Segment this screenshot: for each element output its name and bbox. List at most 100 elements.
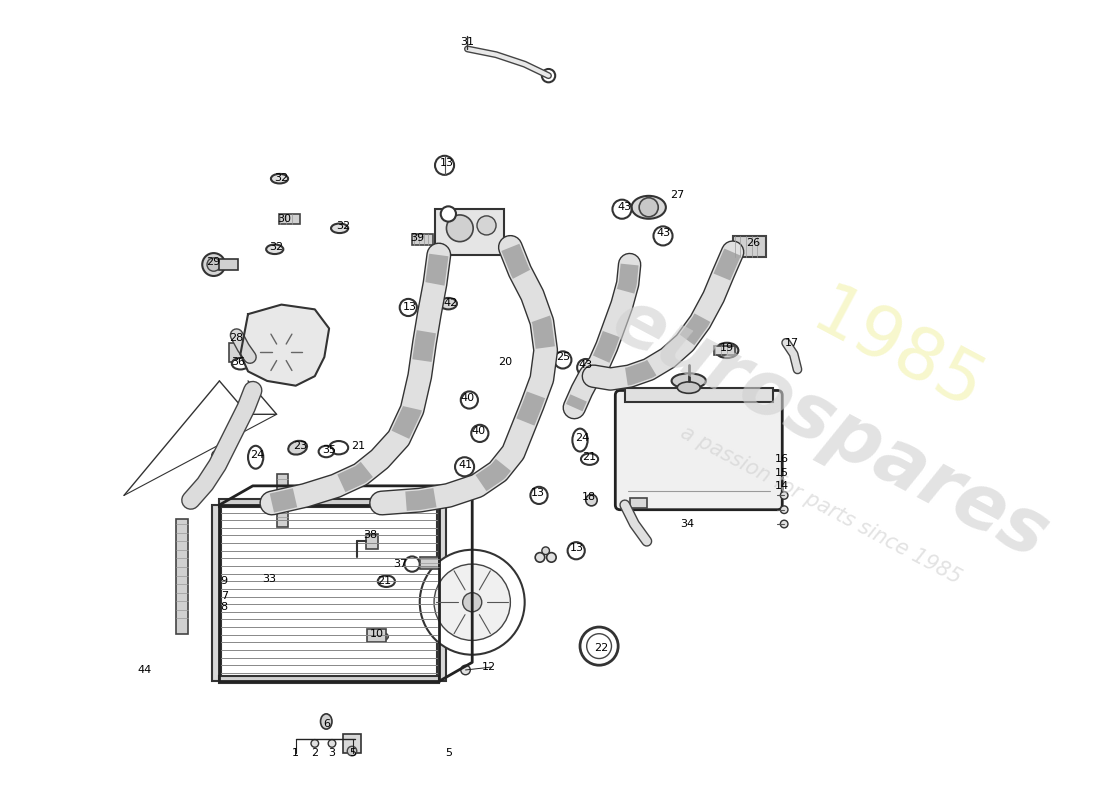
Bar (219, 676, 439, 683)
Circle shape (461, 666, 471, 674)
Text: 32: 32 (274, 173, 288, 182)
Text: 19: 19 (719, 342, 734, 353)
Text: 33: 33 (262, 574, 276, 584)
Circle shape (547, 553, 557, 562)
Ellipse shape (320, 714, 332, 729)
Text: 13: 13 (570, 543, 584, 553)
Bar (343, 734, 361, 753)
Text: 12: 12 (482, 662, 495, 672)
Bar (229, 342, 250, 362)
Text: 43: 43 (579, 360, 593, 370)
Text: 32: 32 (270, 242, 284, 252)
Circle shape (585, 494, 597, 506)
Bar (367, 629, 386, 642)
Text: 40: 40 (461, 393, 474, 403)
Bar (366, 534, 377, 549)
Text: 21: 21 (377, 576, 392, 586)
Text: 16: 16 (776, 454, 789, 464)
Circle shape (554, 351, 571, 369)
Ellipse shape (440, 298, 456, 310)
Circle shape (463, 593, 482, 612)
Circle shape (212, 464, 221, 474)
Text: 32: 32 (337, 222, 351, 231)
Text: 14: 14 (776, 481, 790, 491)
Ellipse shape (377, 575, 395, 587)
Ellipse shape (672, 374, 706, 389)
Ellipse shape (266, 245, 284, 254)
Text: 15: 15 (776, 467, 789, 478)
Circle shape (580, 627, 618, 666)
Bar (733, 236, 766, 257)
Circle shape (542, 547, 550, 554)
Circle shape (477, 216, 496, 235)
Circle shape (202, 253, 226, 276)
Text: 2: 2 (311, 748, 318, 758)
Circle shape (780, 520, 788, 528)
Ellipse shape (331, 223, 349, 233)
Text: 22: 22 (594, 643, 608, 653)
Circle shape (780, 506, 788, 514)
Text: 44: 44 (138, 665, 152, 675)
FancyBboxPatch shape (615, 390, 782, 510)
Ellipse shape (248, 446, 263, 469)
Text: 38: 38 (363, 530, 377, 541)
Text: 34: 34 (680, 519, 694, 529)
Bar (714, 346, 735, 355)
Text: 28: 28 (230, 333, 244, 343)
Ellipse shape (715, 342, 738, 358)
Circle shape (578, 359, 594, 376)
Text: 13: 13 (404, 302, 417, 313)
Circle shape (586, 634, 612, 658)
Text: 13: 13 (440, 158, 453, 169)
Polygon shape (241, 305, 329, 386)
Text: 30: 30 (277, 214, 292, 224)
Ellipse shape (329, 441, 349, 454)
Bar (219, 499, 439, 507)
Ellipse shape (581, 454, 598, 465)
Text: 37: 37 (394, 559, 408, 569)
Circle shape (536, 553, 544, 562)
Circle shape (441, 206, 456, 222)
Bar (176, 519, 188, 634)
Text: 17: 17 (784, 338, 799, 348)
Circle shape (328, 740, 336, 747)
Text: 24: 24 (575, 433, 589, 443)
Ellipse shape (678, 382, 701, 394)
Text: 41: 41 (459, 460, 473, 470)
Text: 31: 31 (461, 38, 474, 47)
Ellipse shape (370, 632, 388, 642)
Circle shape (780, 491, 788, 499)
Text: 24: 24 (251, 450, 265, 460)
Circle shape (613, 200, 631, 218)
Circle shape (542, 69, 556, 82)
Circle shape (461, 391, 477, 409)
Circle shape (399, 299, 417, 316)
Circle shape (434, 564, 510, 640)
Circle shape (405, 557, 420, 572)
Bar (420, 558, 439, 569)
Text: 13: 13 (531, 489, 544, 498)
Text: 39: 39 (410, 233, 424, 243)
Text: 43: 43 (656, 228, 670, 238)
Text: 42: 42 (443, 298, 458, 308)
Text: 27: 27 (670, 190, 684, 200)
Text: a passion for parts since 1985: a passion for parts since 1985 (676, 422, 965, 588)
Ellipse shape (271, 174, 288, 183)
Circle shape (639, 198, 658, 217)
Text: 10: 10 (370, 629, 384, 638)
Text: 29: 29 (207, 257, 221, 266)
Text: 40: 40 (472, 426, 486, 435)
Ellipse shape (631, 196, 666, 218)
Text: 1: 1 (293, 748, 299, 758)
Bar (276, 474, 288, 527)
Circle shape (348, 746, 356, 756)
Text: 8: 8 (221, 602, 228, 612)
Ellipse shape (288, 441, 307, 454)
Text: 3: 3 (329, 748, 336, 758)
Text: 9: 9 (221, 576, 228, 586)
Circle shape (653, 226, 672, 246)
Text: 18: 18 (582, 492, 596, 502)
Text: eurospares: eurospares (600, 282, 1060, 574)
Text: 21: 21 (351, 441, 365, 450)
Circle shape (471, 425, 488, 442)
